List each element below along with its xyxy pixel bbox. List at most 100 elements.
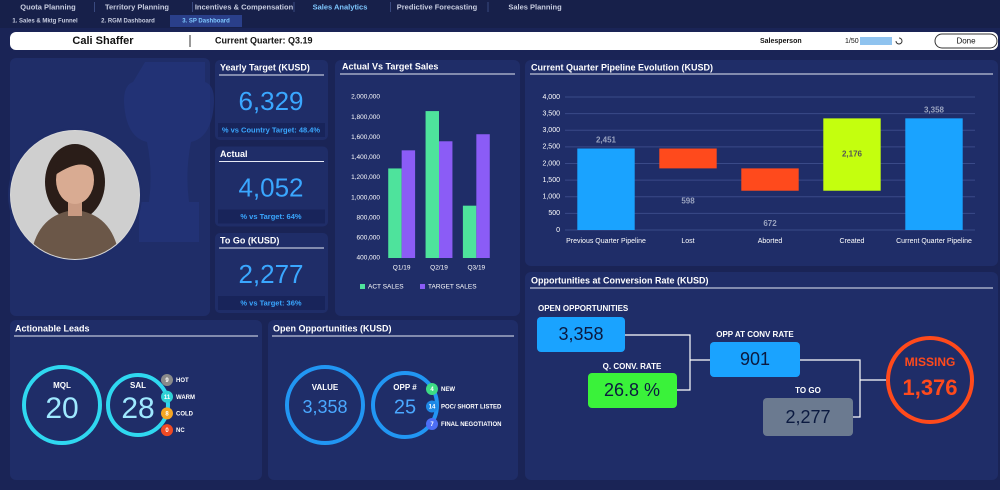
badge bbox=[426, 400, 438, 413]
pager: 1/50 bbox=[845, 38, 859, 45]
active-subtab-bg bbox=[170, 15, 242, 27]
kpi-title: To Go (KUSD) bbox=[220, 235, 279, 245]
header-bar bbox=[10, 32, 998, 50]
done-label[interactable]: Done bbox=[956, 37, 976, 46]
bar bbox=[388, 168, 402, 258]
open-opps-panel bbox=[268, 320, 518, 480]
x-tick-label: Aborted bbox=[758, 238, 783, 245]
legend-swatch bbox=[360, 284, 365, 289]
legend-label: TARGET SALES bbox=[428, 284, 477, 291]
value-label: 3,358 bbox=[924, 105, 945, 114]
badge-count: 4 bbox=[430, 387, 434, 393]
y-tick-label: 600,000 bbox=[357, 235, 381, 242]
subtab[interactable]: 3. SP Dashboard bbox=[182, 19, 230, 25]
badge-count: 8 bbox=[165, 411, 169, 417]
togo-value: 2,277 bbox=[785, 407, 830, 427]
badge bbox=[161, 424, 173, 437]
subtab[interactable]: 1. Sales & Mktg Funnel bbox=[12, 19, 78, 25]
bar bbox=[439, 141, 453, 258]
salesperson-name: Cali Shaffer bbox=[72, 35, 134, 47]
pager-bar bbox=[860, 37, 892, 45]
waterfall-bar bbox=[823, 118, 881, 191]
waterfall-bar bbox=[577, 148, 635, 230]
refresh-icon[interactable] bbox=[895, 37, 903, 45]
missing-value: 1,376 bbox=[902, 375, 957, 400]
y-tick-label: 2,500 bbox=[542, 144, 560, 151]
y-tick-label: 2,000,000 bbox=[351, 94, 380, 101]
kpi-value: 2,277 bbox=[238, 259, 303, 289]
tab[interactable]: Incentives & Compensation bbox=[195, 2, 294, 11]
panel-title: Actual Vs Target Sales bbox=[342, 61, 438, 71]
x-tick-label: Q1/19 bbox=[393, 265, 411, 272]
badge bbox=[161, 390, 173, 403]
y-tick-label: 500 bbox=[548, 210, 560, 217]
value-value: 3,358 bbox=[302, 397, 347, 417]
waterfall-bar bbox=[741, 168, 799, 191]
y-tick-label: 0 bbox=[556, 227, 560, 234]
x-tick-label: Current Quarter Pipeline bbox=[896, 238, 972, 245]
y-tick-label: 1,000,000 bbox=[351, 194, 380, 201]
badge-count: 14 bbox=[429, 405, 436, 411]
badge-label: WARM bbox=[176, 395, 195, 401]
waterfall-bar bbox=[905, 118, 963, 230]
rate-value: 26.8 % bbox=[604, 380, 660, 400]
legend-swatch bbox=[420, 284, 425, 289]
badge-count: 9 bbox=[165, 378, 169, 384]
y-tick-label: 2,000 bbox=[542, 160, 560, 167]
panel-title: Opportunities at Conversion Rate (KUSD) bbox=[531, 275, 709, 285]
y-tick-label: 400,000 bbox=[357, 255, 381, 262]
conv-label: OPP AT CONV RATE bbox=[716, 330, 794, 339]
kpi-card bbox=[215, 60, 328, 140]
panel-title: Current Quarter Pipeline Evolution (KUSD… bbox=[531, 62, 713, 72]
y-tick-label: 4,000 bbox=[542, 94, 560, 101]
x-tick-label: Lost bbox=[681, 238, 694, 245]
mql-ring bbox=[22, 365, 102, 445]
value-ring bbox=[285, 365, 365, 445]
mql-label: MQL bbox=[53, 381, 71, 390]
kpi-note-bg bbox=[218, 123, 325, 137]
y-tick-label: 800,000 bbox=[357, 214, 381, 221]
tab-bar bbox=[0, 0, 1000, 28]
salesperson-label: Salesperson bbox=[760, 38, 802, 45]
value-label: 2,451 bbox=[596, 136, 617, 145]
badge-label: NEW bbox=[441, 387, 455, 393]
togo-label: TO GO bbox=[795, 386, 821, 395]
bar bbox=[462, 205, 477, 258]
tab[interactable]: Territory Planning bbox=[105, 2, 169, 11]
trophy-watermark bbox=[124, 62, 214, 242]
x-tick-label: Q3/19 bbox=[467, 265, 485, 272]
x-tick-label: Q2/19 bbox=[430, 265, 448, 272]
open-box bbox=[537, 317, 625, 352]
kpi-value: 4,052 bbox=[238, 172, 303, 202]
panel-title: Actionable Leads bbox=[15, 323, 90, 333]
opp-label: OPP # bbox=[393, 383, 417, 392]
tab[interactable]: Quota Planning bbox=[20, 2, 76, 11]
tab[interactable]: Sales Planning bbox=[508, 2, 562, 11]
subtab[interactable]: 2. RGM Dashboard bbox=[101, 19, 155, 25]
sal-label: SAL bbox=[130, 381, 146, 390]
y-tick-label: 1,400,000 bbox=[351, 154, 380, 161]
tab[interactable]: Predictive Forecasting bbox=[397, 2, 478, 11]
y-tick-label: 3,000 bbox=[542, 127, 560, 134]
badge-label: HOT bbox=[176, 378, 189, 384]
kpi-note: % vs Target: 64% bbox=[240, 212, 301, 221]
bar bbox=[476, 134, 490, 258]
done-button[interactable] bbox=[934, 33, 998, 49]
kpi-title: Yearly Target (KUSD) bbox=[220, 62, 310, 72]
kpi-title: Actual bbox=[220, 149, 248, 159]
value-label: 672 bbox=[763, 219, 777, 228]
tab[interactable]: Sales Analytics bbox=[313, 2, 368, 11]
conv-box bbox=[710, 342, 800, 377]
waterfall-bar bbox=[659, 148, 717, 169]
kpi-note-bg bbox=[218, 209, 325, 224]
bar bbox=[401, 150, 416, 258]
badge bbox=[426, 418, 438, 430]
badge-count: 7 bbox=[430, 422, 434, 428]
y-tick-label: 1,800,000 bbox=[351, 114, 380, 121]
badge-label: POC/ SHORT LISTED bbox=[441, 405, 502, 411]
y-tick-label: 3,500 bbox=[542, 110, 560, 117]
panel-title: Open Opportunities (KUSD) bbox=[273, 323, 392, 333]
bar bbox=[425, 111, 439, 259]
rate-label: Q. CONV. RATE bbox=[603, 362, 662, 371]
